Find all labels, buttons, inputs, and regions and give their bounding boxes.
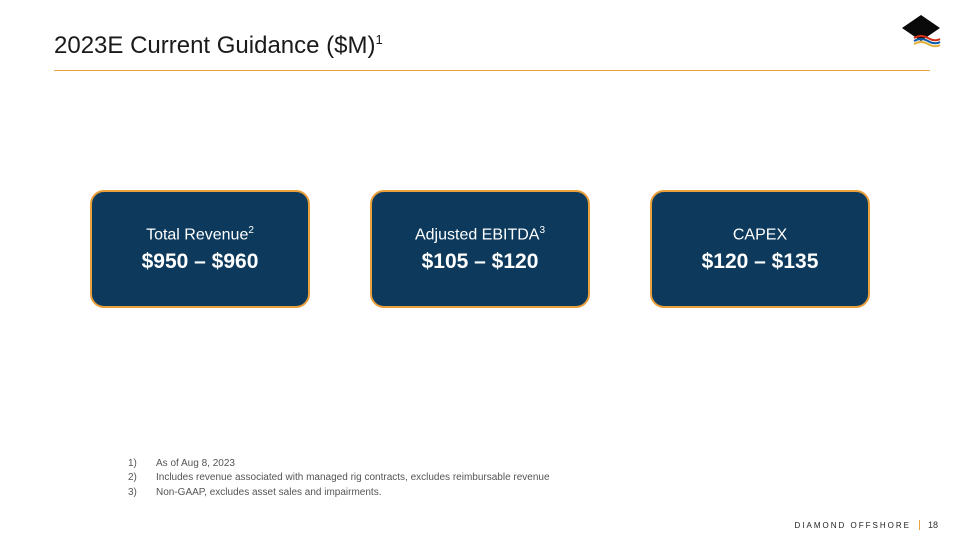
footnote-1: 1) As of Aug 8, 2023 — [128, 457, 550, 472]
footnote-text: As of Aug 8, 2023 — [156, 457, 235, 472]
footnote-3: 3) Non-GAAP, excludes asset sales and im… — [128, 486, 550, 501]
slide: 2023E Current Guidance ($M)1 Total Reven… — [0, 0, 960, 540]
footnote-2: 2) Includes revenue associated with mana… — [128, 471, 550, 486]
guidance-cards: Total Revenue2 $950 – $960 Adjusted EBIT… — [0, 190, 960, 308]
title-underline — [54, 70, 930, 71]
card-label: Adjusted EBITDA3 — [415, 224, 545, 246]
card-total-revenue: Total Revenue2 $950 – $960 — [90, 190, 310, 308]
footnote-text: Includes revenue associated with managed… — [156, 471, 550, 486]
card-capex: CAPEX $120 – $135 — [650, 190, 870, 308]
footer-company: DIAMOND OFFSHORE — [795, 521, 911, 530]
footnote-text: Non-GAAP, excludes asset sales and impai… — [156, 486, 381, 501]
title-superscript: 1 — [376, 32, 383, 47]
page-title: 2023E Current Guidance ($M)1 — [54, 32, 906, 60]
card-label-text: Adjusted EBITDA — [415, 226, 540, 243]
footnote-num: 3) — [128, 486, 142, 501]
card-label-sup: 2 — [248, 225, 254, 236]
card-value: $105 – $120 — [422, 250, 539, 274]
company-logo — [900, 14, 942, 48]
card-label: CAPEX — [733, 224, 787, 246]
title-text: 2023E Current Guidance ($M) — [54, 32, 376, 59]
card-value: $120 – $135 — [702, 250, 819, 274]
footer-divider — [919, 520, 920, 530]
card-label-text: CAPEX — [733, 226, 787, 243]
footer-page-number: 18 — [928, 520, 938, 530]
footnote-num: 1) — [128, 457, 142, 472]
card-value: $950 – $960 — [142, 250, 259, 274]
slide-footer: DIAMOND OFFSHORE 18 — [795, 520, 938, 530]
footnotes: 1) As of Aug 8, 2023 2) Includes revenue… — [128, 457, 550, 501]
title-row: 2023E Current Guidance ($M)1 — [54, 32, 906, 60]
card-label-sup: 3 — [539, 225, 545, 236]
card-label-text: Total Revenue — [146, 226, 248, 243]
footnote-num: 2) — [128, 471, 142, 486]
card-adjusted-ebitda: Adjusted EBITDA3 $105 – $120 — [370, 190, 590, 308]
card-label: Total Revenue2 — [146, 224, 254, 246]
